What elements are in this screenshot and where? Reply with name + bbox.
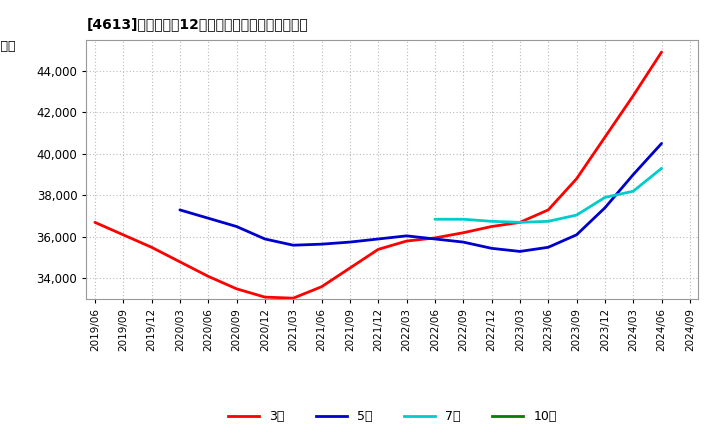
Text: [4613]　経常利益12か月移動合計の平均値の推移: [4613] 経常利益12か月移動合計の平均値の推移 bbox=[86, 18, 308, 32]
Legend: 3年, 5年, 7年, 10年: 3年, 5年, 7年, 10年 bbox=[223, 405, 562, 428]
Y-axis label: （百万円）: （百万円） bbox=[0, 40, 17, 53]
